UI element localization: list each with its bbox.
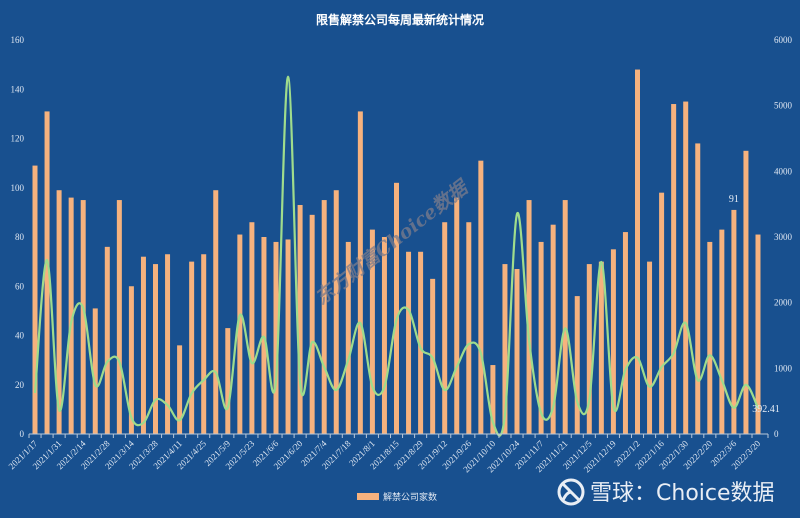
left-y-tick-label: 0: [20, 429, 25, 439]
left-y-tick-label: 40: [15, 331, 25, 341]
legend-swatch-bar: [357, 493, 379, 500]
bar: [321, 200, 327, 434]
bar: [261, 237, 267, 434]
bar: [237, 234, 243, 434]
bar: [538, 241, 544, 434]
bar: [598, 261, 604, 434]
bar: [659, 192, 665, 434]
bar: [478, 160, 484, 434]
brand-name: 雪球：Choice数据: [590, 481, 775, 506]
left-y-tick-label: 120: [11, 134, 25, 144]
bar: [177, 345, 183, 434]
bar: [345, 241, 351, 434]
right-y-tick-label: 3000: [774, 232, 793, 242]
bar: [68, 197, 74, 434]
xueqiu-logo: 雪球：Choice数据: [557, 478, 775, 506]
bar: [707, 241, 713, 434]
right-y-axis: 0 1000 2000 3000 4000 5000 6000: [774, 35, 793, 439]
chart-title: 限售解禁公司每周最新统计情况: [316, 12, 484, 27]
left-y-tick-label: 20: [15, 380, 25, 390]
line-series: [33, 75, 760, 437]
bar: [647, 261, 653, 434]
x-axis: 2021/1/172021/1/312021/2/142021/2/282021…: [7, 434, 769, 474]
bar: [32, 165, 38, 434]
bar: [357, 111, 363, 434]
right-y-tick-label: 5000: [774, 101, 793, 111]
bar: [719, 229, 725, 434]
left-y-tick-label: 80: [15, 232, 25, 242]
bar: [104, 246, 110, 434]
bar: [213, 190, 219, 434]
bar: [333, 190, 339, 434]
bar: [755, 234, 761, 434]
right-y-tick-label: 6000: [774, 35, 793, 45]
bar: [309, 214, 315, 434]
bar: [671, 104, 677, 435]
bar: [394, 182, 399, 434]
bar: [683, 101, 689, 434]
bar: [381, 237, 387, 434]
bar: [44, 111, 50, 434]
bar: [466, 222, 472, 434]
left-y-tick-label: 60: [15, 281, 25, 291]
bar: [369, 229, 375, 434]
bar: [550, 224, 556, 434]
bar: [201, 254, 207, 434]
left-y-tick-label: 160: [11, 35, 25, 45]
bar: [189, 261, 195, 434]
bar: [225, 328, 231, 434]
bar: [622, 232, 628, 434]
right-y-tick-label: 4000: [774, 166, 793, 176]
left-y-tick-label: 140: [11, 84, 25, 94]
right-y-tick-label: 0: [774, 429, 779, 439]
right-y-tick-label: 2000: [774, 298, 793, 308]
bar: [442, 222, 448, 434]
bar: [586, 264, 592, 434]
bar: [635, 69, 640, 435]
bar: [526, 200, 532, 434]
bar: [56, 190, 62, 434]
data-label: 392.41: [752, 404, 780, 415]
bar: [128, 286, 134, 434]
legend-label: 解禁公司家数: [383, 491, 437, 503]
bar: [116, 200, 122, 434]
bar: [610, 249, 616, 434]
bar: [502, 264, 508, 434]
legend: 解禁公司家数: [357, 491, 437, 503]
right-y-tick-label: 1000: [774, 363, 793, 373]
bar: [743, 150, 749, 434]
bar: [153, 264, 158, 434]
bar: [695, 143, 701, 435]
xueqiu-logo-icon: [557, 478, 585, 506]
bar: [562, 200, 568, 434]
bar: [140, 256, 146, 434]
bar: [80, 200, 86, 434]
bar: [406, 251, 412, 434]
bar: [418, 251, 424, 434]
data-labels: 91 392.41: [729, 194, 780, 415]
data-label: 91: [729, 194, 739, 205]
bar: [514, 269, 520, 434]
bar: [273, 241, 279, 434]
bar: [490, 365, 496, 434]
left-y-tick-label: 100: [11, 183, 25, 193]
bar: [574, 296, 580, 434]
bar: [249, 222, 255, 434]
bar: [297, 204, 303, 434]
bar: [285, 239, 291, 434]
left-y-axis: 0 20 40 60 80 100 120 140 160: [11, 35, 25, 439]
bar: [165, 254, 171, 434]
bar: [731, 209, 737, 434]
bar: [454, 197, 460, 434]
xueqiu-logo-mark: [561, 482, 581, 502]
bar: [92, 308, 98, 434]
